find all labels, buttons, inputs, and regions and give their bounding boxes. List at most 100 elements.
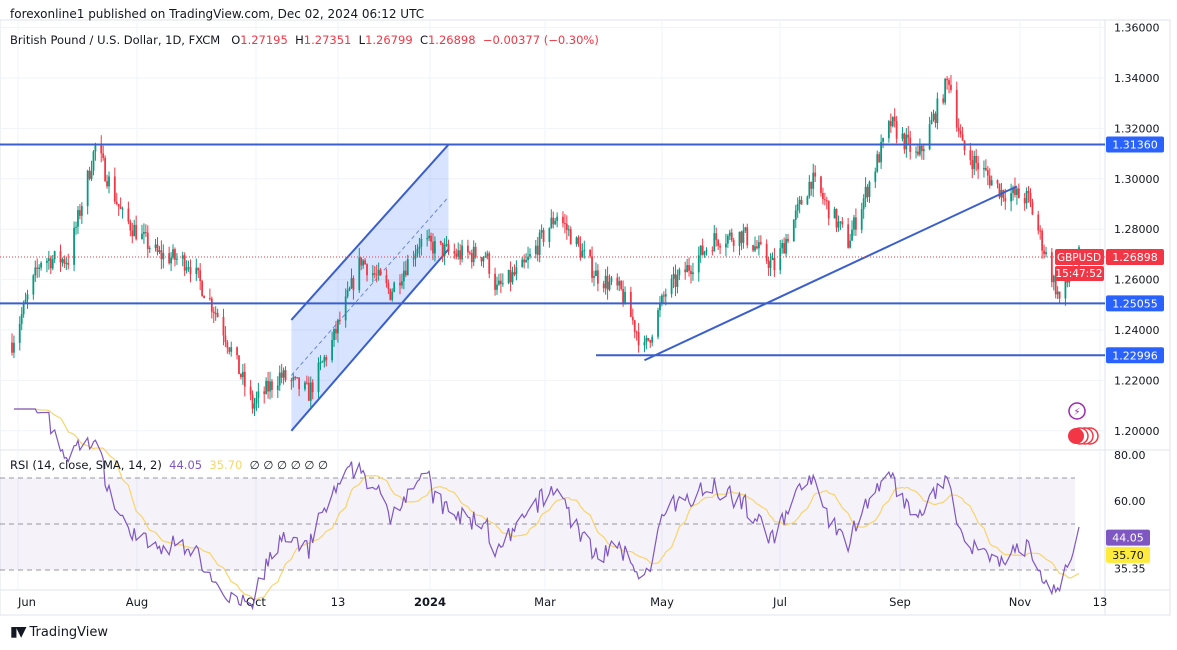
candle-body xyxy=(1010,193,1012,202)
us-flag-icon xyxy=(1068,428,1084,444)
candle-body xyxy=(672,274,675,279)
candle-body xyxy=(643,342,646,346)
channel-upper-line xyxy=(290,143,450,321)
candle-body xyxy=(657,310,659,337)
candle-body xyxy=(257,391,260,398)
candle-body xyxy=(686,265,689,273)
candle-body xyxy=(664,294,667,297)
candle-body xyxy=(988,175,991,186)
sma-value-badge-label: 35.70 xyxy=(1112,549,1144,562)
chart-frame xyxy=(0,19,1171,616)
candle-body xyxy=(996,180,999,184)
candle-body xyxy=(238,355,240,375)
candle-body xyxy=(1041,230,1044,251)
candle-body xyxy=(575,237,578,245)
candle-body xyxy=(455,253,458,257)
candle-body xyxy=(853,217,855,230)
candle-body xyxy=(907,134,910,138)
candle-body xyxy=(447,244,450,252)
candle-body xyxy=(521,259,524,268)
candle-body xyxy=(323,357,326,362)
candle-body xyxy=(47,258,50,261)
candle-body xyxy=(284,370,287,381)
candle-body xyxy=(534,245,537,255)
candle-body xyxy=(253,403,256,409)
candle-body xyxy=(969,150,972,161)
candle-body xyxy=(785,238,787,254)
candle-body xyxy=(325,357,328,361)
candle-body xyxy=(216,312,219,317)
candle-body xyxy=(961,134,964,141)
candle-body xyxy=(416,248,419,254)
candle-body xyxy=(241,371,244,378)
candle-body xyxy=(608,281,611,290)
candle-body xyxy=(321,361,324,363)
candle-body xyxy=(540,230,543,233)
symbol-legend: British Pound / U.S. Dollar, 1D, FXCM O1… xyxy=(10,33,599,47)
candle-body xyxy=(732,240,735,246)
candle-body xyxy=(362,260,365,266)
candle-body xyxy=(265,380,268,394)
candle-body xyxy=(507,269,510,284)
candle-body xyxy=(1054,275,1057,295)
candle-body xyxy=(674,274,677,287)
candle-body xyxy=(975,155,978,163)
candle-body xyxy=(278,372,281,386)
symbol-badge xyxy=(1055,248,1104,265)
candle-body xyxy=(1012,187,1014,194)
candle-body xyxy=(536,245,539,255)
candle-body xyxy=(550,217,553,228)
candle-body xyxy=(414,253,417,259)
candle-body xyxy=(759,242,762,244)
tradingview-logo[interactable]: ▮▼ TradingView xyxy=(10,624,108,640)
candle-body xyxy=(172,249,174,258)
candle-body xyxy=(443,244,446,257)
candle-body xyxy=(847,224,850,248)
candle-body xyxy=(868,181,871,198)
candle-body xyxy=(893,116,896,122)
candle-body xyxy=(292,377,295,381)
candle-body xyxy=(1058,291,1061,299)
lightning-icon xyxy=(1068,402,1086,420)
candle-body xyxy=(746,227,749,246)
candle-body xyxy=(185,267,188,271)
candle-body xyxy=(876,154,879,172)
candle-body xyxy=(240,374,242,378)
candle-body xyxy=(453,251,456,254)
candle-body xyxy=(513,272,516,275)
candle-body xyxy=(579,243,582,258)
candle-body xyxy=(565,223,568,230)
candle-body xyxy=(835,208,838,228)
candle-body xyxy=(986,170,989,176)
candle-body xyxy=(46,260,48,263)
candle-body xyxy=(129,221,132,231)
candle-body xyxy=(360,257,363,266)
time-tick-label: Nov xyxy=(1009,595,1032,609)
candle-body xyxy=(255,397,258,404)
last-price-label: 1.26898 xyxy=(1112,251,1158,264)
candle-body xyxy=(115,201,118,205)
price-tick-label: 1.34000 xyxy=(1114,72,1160,85)
symbol-name: British Pound / U.S. Dollar, 1D, FXCM xyxy=(10,33,221,47)
candle-body xyxy=(144,231,147,233)
candle-body xyxy=(701,245,704,255)
candle-body xyxy=(527,256,529,261)
candle-body xyxy=(794,210,797,220)
candle-body xyxy=(569,229,572,245)
candle-body xyxy=(715,233,718,241)
candle-body xyxy=(529,254,531,257)
candle-body xyxy=(484,256,487,258)
candle-body xyxy=(792,219,795,242)
candle-body xyxy=(740,231,743,243)
candle-body xyxy=(119,206,122,209)
candle-body xyxy=(703,251,706,255)
level-badge xyxy=(1106,136,1164,153)
candle-body xyxy=(705,250,708,252)
candle-body xyxy=(104,157,107,182)
candle-body xyxy=(32,275,35,295)
rsi-value: 44.05 xyxy=(169,458,203,472)
candle-body xyxy=(837,221,840,228)
candle-body xyxy=(331,339,333,361)
candle-body xyxy=(1017,188,1020,199)
